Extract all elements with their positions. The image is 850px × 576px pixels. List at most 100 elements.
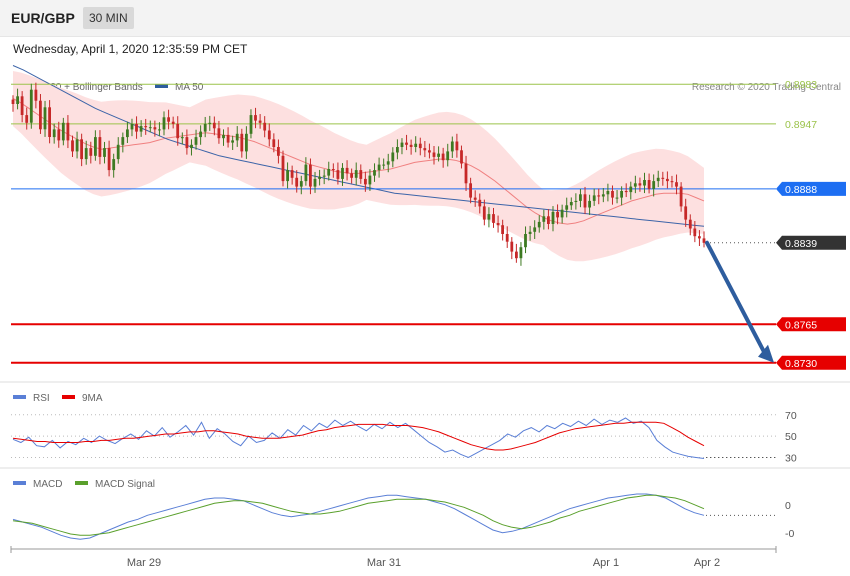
- level-label-bg-0.8888: [776, 181, 846, 196]
- candle-body: [148, 127, 152, 129]
- ma50-line: [12, 65, 705, 227]
- symbol-title: EUR/GBP: [11, 10, 75, 26]
- x-tick-label: Mar 29: [127, 557, 161, 569]
- candle-body: [519, 247, 523, 259]
- candle-body: [153, 127, 157, 130]
- candle-body: [235, 133, 239, 141]
- candle-body: [647, 180, 651, 189]
- candle-body: [20, 96, 24, 115]
- candle-body: [551, 211, 555, 224]
- candle-body: [11, 99, 15, 104]
- candle-body: [624, 191, 628, 193]
- candle-body: [304, 164, 308, 182]
- macd-line: [12, 493, 705, 540]
- candle-body: [98, 137, 102, 157]
- candle-body: [368, 175, 372, 185]
- candle-body: [666, 178, 669, 182]
- candle-body: [469, 183, 472, 198]
- candle-body: [670, 181, 674, 183]
- legend-swatch-macd-signal: [75, 481, 88, 485]
- candle-body: [318, 176, 321, 179]
- candle-body: [643, 180, 646, 186]
- candle-body: [693, 228, 697, 237]
- candle-body: [606, 191, 610, 195]
- candle-body: [688, 219, 692, 229]
- candle-body: [533, 227, 537, 232]
- x-tick-label: Mar 31: [367, 557, 401, 569]
- candle-body: [652, 181, 656, 189]
- candle-body: [418, 143, 422, 149]
- candle-body: [482, 206, 486, 220]
- candle-body: [492, 214, 495, 223]
- candle-body: [611, 191, 614, 198]
- candle-body: [679, 186, 683, 207]
- candle-body: [601, 194, 605, 197]
- candle-body: [245, 133, 248, 152]
- candle-body: [309, 164, 312, 187]
- candle-body: [409, 144, 413, 147]
- candle-body: [574, 200, 578, 202]
- candle-body: [39, 100, 42, 130]
- candle-body: [190, 144, 193, 149]
- candle-body: [556, 211, 559, 218]
- candle-body: [208, 122, 212, 124]
- candle-body: [25, 115, 29, 123]
- legend-swatch-ma50: [155, 84, 168, 88]
- candle-body: [583, 194, 587, 208]
- timeframe-button[interactable]: 30 MIN: [83, 7, 134, 29]
- level-label-0.8947: 0.8947: [785, 119, 817, 131]
- level-label-0.8888: 0.8888: [785, 184, 817, 196]
- candle-body: [203, 123, 207, 132]
- candle-body: [121, 137, 125, 145]
- legend-label-ma50: MA 50: [175, 82, 204, 93]
- candle-body: [71, 140, 74, 152]
- candle-body: [350, 173, 353, 178]
- candle-body: [569, 202, 573, 206]
- candle-body: [478, 199, 482, 207]
- candle-body: [272, 139, 276, 147]
- bollinger-band: [13, 71, 704, 262]
- candle-body: [464, 163, 468, 184]
- candle-body: [139, 126, 143, 132]
- candle-body: [441, 153, 445, 161]
- level-label-bg-0.8839: [776, 235, 846, 250]
- candle-body: [16, 96, 19, 104]
- candle-body: [130, 123, 134, 130]
- candle-body: [144, 126, 148, 128]
- forecast-arrow-shaft: [705, 240, 766, 354]
- legend-label-macd: MACD: [33, 479, 62, 490]
- rsi-tick-label: 30: [785, 452, 797, 464]
- candle-body: [537, 221, 541, 228]
- candle-body: [176, 123, 180, 139]
- candle-body: [450, 141, 454, 152]
- candle-body: [359, 170, 363, 179]
- x-tick-label: Apr 1: [593, 557, 619, 569]
- candle-body: [382, 164, 386, 166]
- candle-body: [354, 170, 358, 178]
- candle-body: [185, 137, 189, 149]
- candle-body: [299, 181, 303, 187]
- candle-body: [501, 225, 504, 234]
- candle-body: [345, 167, 349, 174]
- level-label-bg-0.8730: [776, 355, 846, 370]
- candle-body: [405, 142, 408, 145]
- macd-tick-label: 0: [785, 500, 791, 512]
- candle-body: [199, 131, 202, 138]
- candle-body: [258, 120, 262, 123]
- candle-body: [327, 169, 331, 176]
- candle-body: [620, 191, 623, 198]
- candle-body: [455, 141, 459, 151]
- ma20-line: [12, 98, 705, 225]
- level-label-bg-0.8765: [776, 317, 846, 332]
- candle-body: [460, 150, 463, 164]
- legend-label-macd-signal: MACD Signal: [95, 479, 155, 490]
- candle-body: [396, 147, 399, 153]
- candle-body: [473, 197, 477, 200]
- candle-body: [194, 137, 198, 145]
- candle-body: [322, 175, 326, 177]
- candle-body: [217, 128, 221, 139]
- candle-body: [698, 236, 701, 239]
- candle-body: [515, 251, 518, 259]
- candle-body: [231, 140, 234, 143]
- candle-body: [171, 121, 175, 124]
